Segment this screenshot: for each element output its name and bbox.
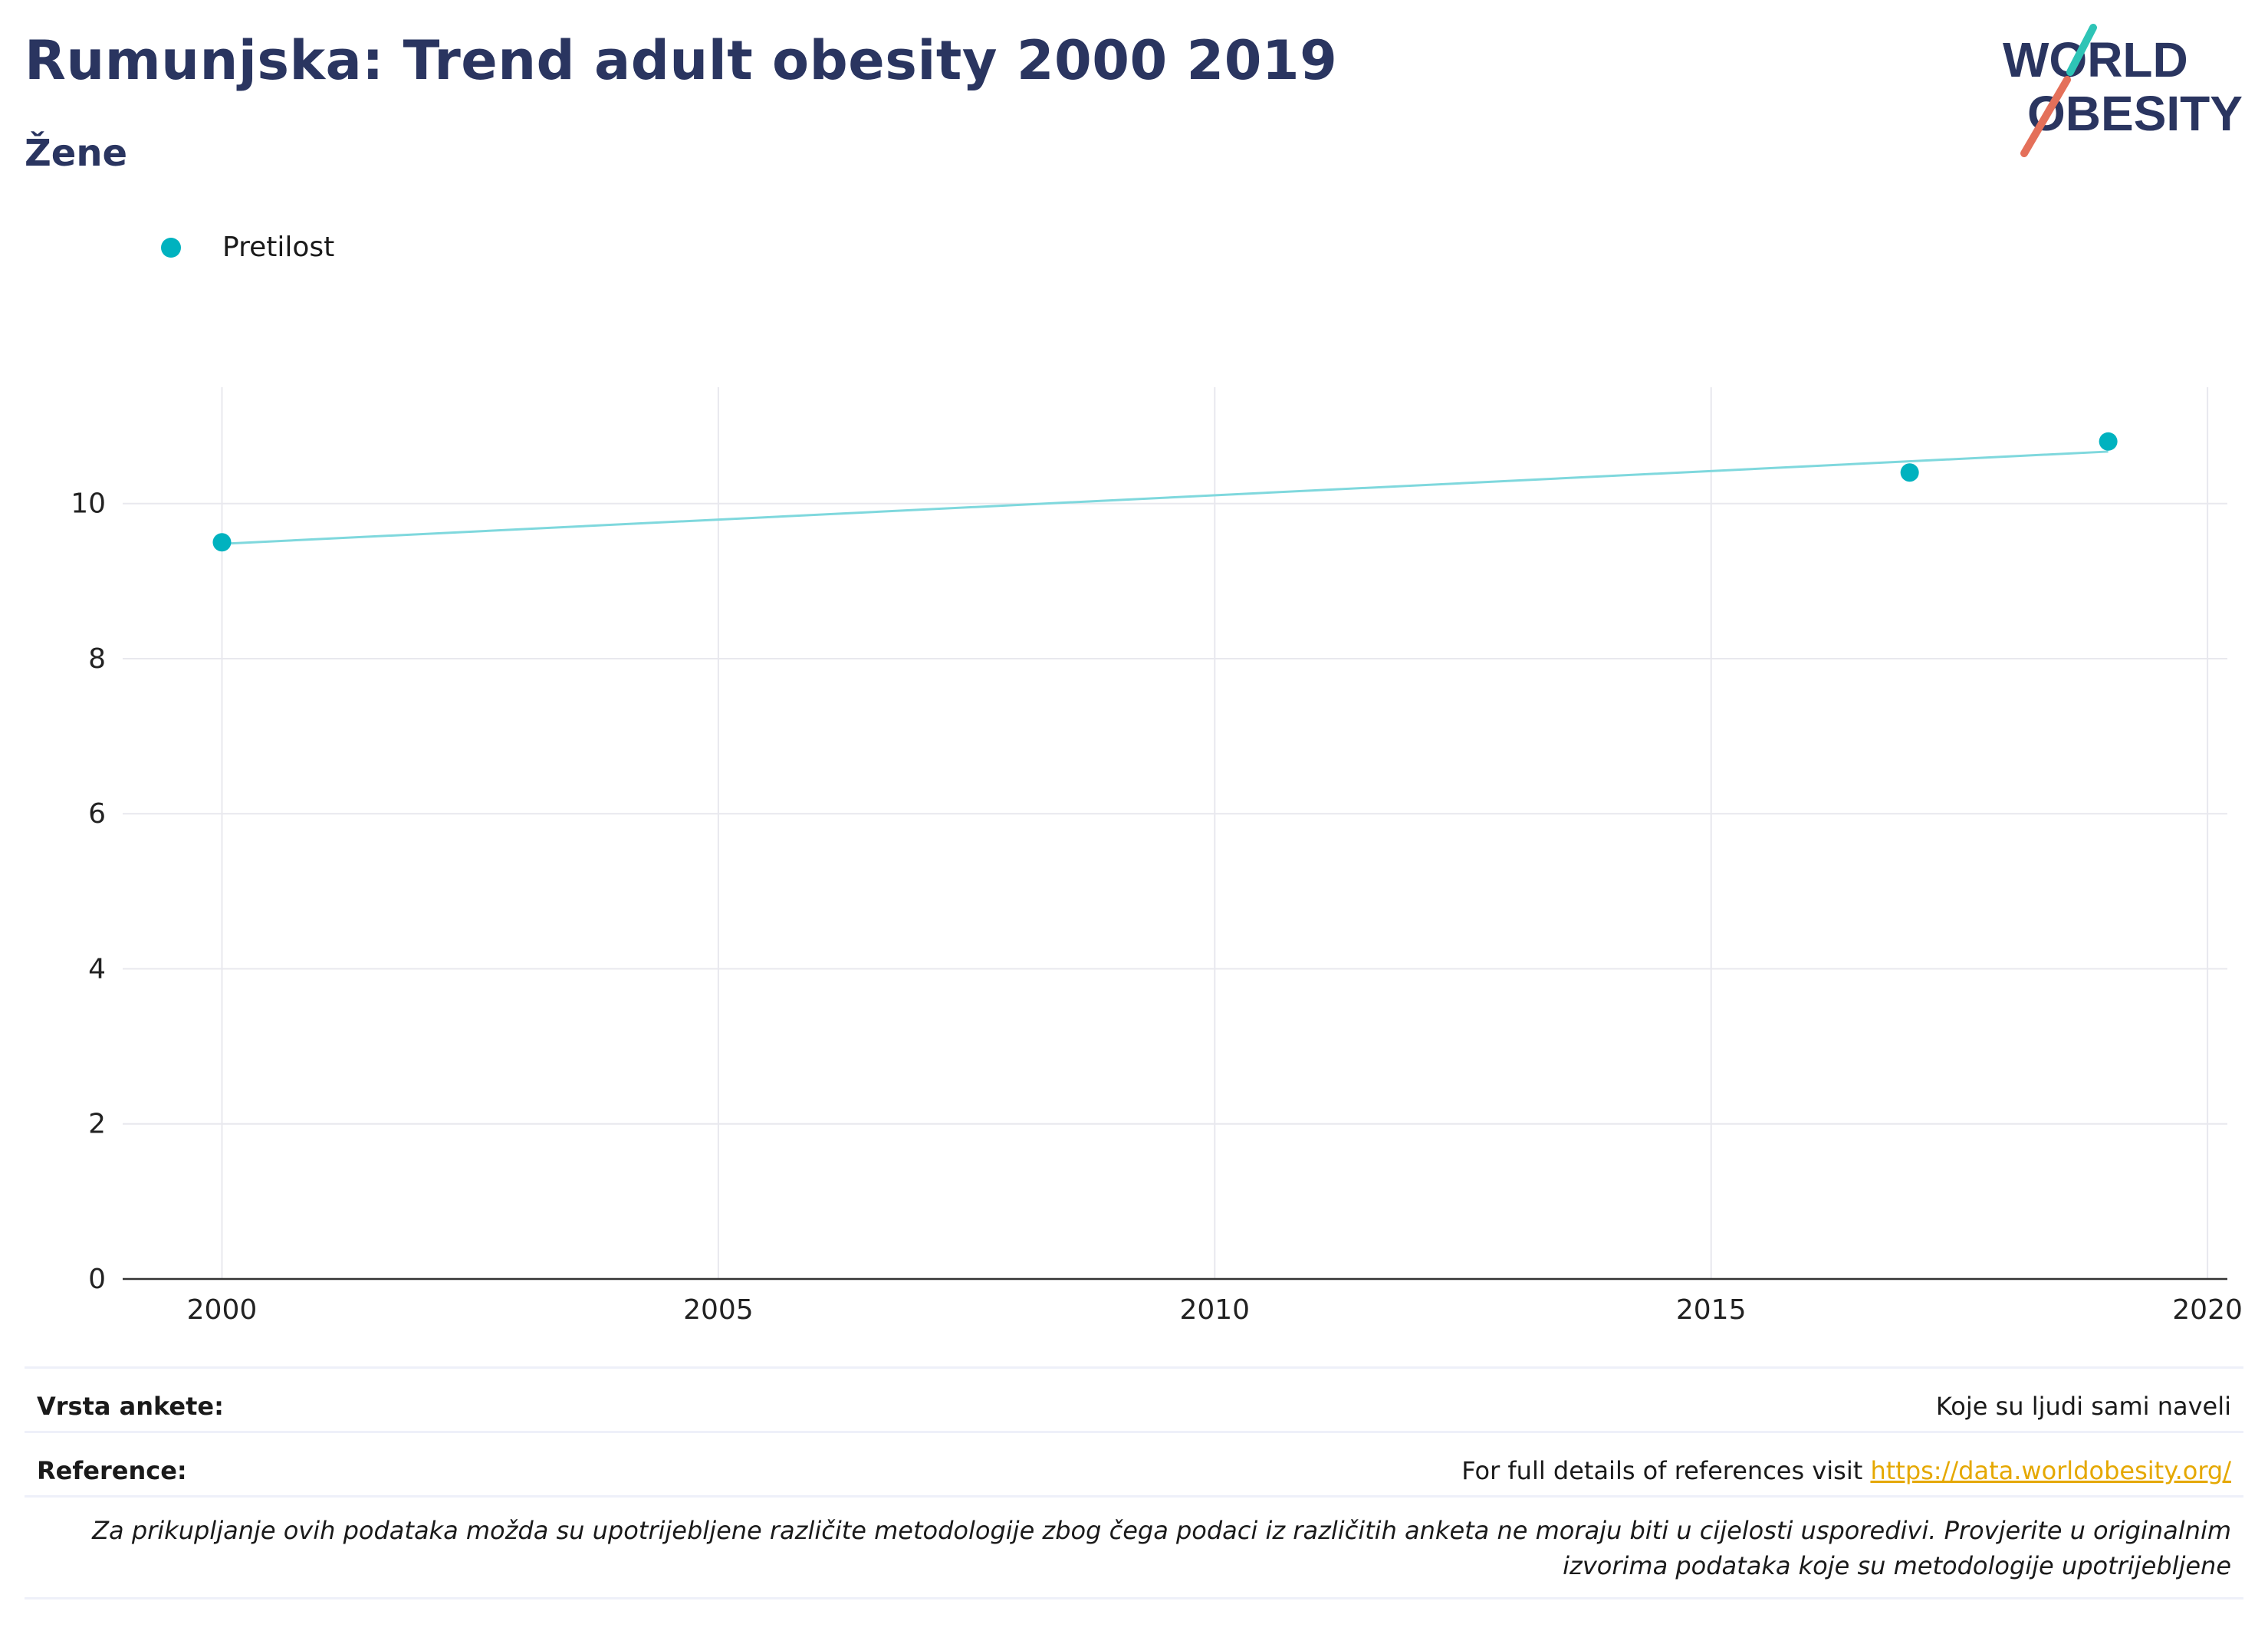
data-point [1900,463,1919,482]
x-tick-label: 2020 [2172,1294,2243,1326]
legend: Pretilost [161,232,334,263]
y-tick-label: 8 [88,643,106,675]
reference-label: Reference: [37,1456,187,1485]
y-tick-label: 2 [88,1109,106,1140]
x-tick-label: 2010 [1179,1294,1250,1326]
chart-subtitle: Žene [25,132,128,175]
data-point [2099,432,2118,451]
data-point [212,533,232,552]
y-tick-label: 0 [88,1264,106,1295]
x-tick-label: 2000 [187,1294,258,1326]
x-tick-label: 2015 [1676,1294,1747,1326]
trend-line [222,450,2109,545]
methodology-note: Za prikupljanje ovih podataka možda su u… [92,1516,2231,1580]
reference-row: Reference: For full details of reference… [25,1431,2243,1496]
reference-text: For full details of references visit [1461,1456,1871,1485]
methodology-note-row: Za prikupljanje ovih podataka možda su u… [25,1495,2243,1599]
legend-marker-icon [161,237,181,258]
y-tick-label: 4 [88,953,106,985]
world-obesity-logo: WORLD OBESITY [2003,24,2243,157]
survey-type-row: Vrsta ankete: Koje su ljudi sami naveli [25,1366,2243,1432]
y-tick-label: 6 [88,798,106,830]
chart-title: Rumunjska: Trend adult obesity 2000 2019 [25,29,1338,92]
survey-type-value: Koje su ljudi sami naveli [1935,1392,2231,1421]
legend-label: Pretilost [222,232,335,263]
chart: 2000 2005 2010 2015 2020 0 2 4 6 8 10 [71,387,2243,1326]
y-tick-label: 10 [71,488,106,520]
reference-value: For full details of references visit htt… [1461,1456,2231,1485]
reference-link[interactable]: https://data.worldobesity.org/ [1870,1456,2231,1485]
survey-type-label: Vrsta ankete: [37,1392,224,1421]
logo-line2: OBESITY [2027,86,2243,141]
footer: Vrsta ankete: Koje su ljudi sami naveli … [25,1366,2243,1599]
x-tick-label: 2005 [683,1294,754,1326]
logo-line1: WORLD [2003,32,2188,87]
